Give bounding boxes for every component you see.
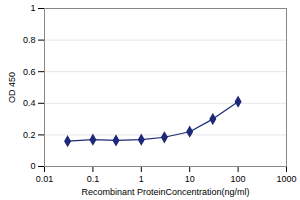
svg-text:0.6: 0.6 [23, 67, 36, 77]
svg-text:1: 1 [30, 3, 35, 13]
svg-text:0: 0 [30, 161, 35, 171]
svg-text:100: 100 [231, 174, 246, 184]
svg-text:1000: 1000 [276, 174, 296, 184]
svg-text:0.1: 0.1 [87, 174, 100, 184]
svg-text:0.4: 0.4 [23, 98, 36, 108]
svg-text:0.2: 0.2 [23, 130, 36, 140]
svg-text:OD 450: OD 450 [7, 72, 17, 103]
svg-text:0.8: 0.8 [23, 35, 36, 45]
svg-text:Recombinant ProteinConcentrati: Recombinant ProteinConcentration(ng/ml) [81, 187, 249, 197]
svg-text:0.01: 0.01 [36, 174, 54, 184]
svg-text:1: 1 [139, 174, 144, 184]
svg-text:10: 10 [185, 174, 195, 184]
